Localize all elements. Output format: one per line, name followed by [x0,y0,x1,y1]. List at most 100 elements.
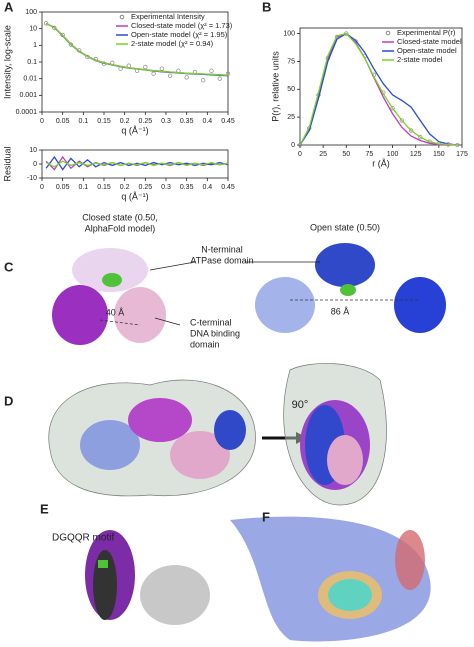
x-tick-label: 0.05 [56,184,70,191]
y-tick-label: 75 [287,58,295,65]
data-point [68,42,74,47]
legend-label: Experimental Intensity [131,12,205,21]
x-tick-label: 0.1 [78,184,88,191]
data-point [418,135,423,140]
x-tick-label: 50 [342,151,350,158]
y-tick-label: 10 [29,26,37,33]
data-line [45,160,229,168]
annotation: 90° [292,399,309,411]
x-tick-label: 75 [366,151,374,158]
data-point [408,128,414,133]
ribbon-structure [85,516,431,642]
y-axis-label: Intensity, log-scale [2,25,12,99]
data-point [167,73,173,78]
x-tick-label: 175 [456,151,468,158]
y-tick-label: 50 [287,86,295,93]
data-point [399,118,404,123]
panel-letter: F [262,509,270,524]
legend-label: Closed-state model (χ² = 1.73) [131,21,233,30]
plot-frame [299,27,463,146]
x-tick-label: 0.35 [180,184,194,191]
panel-letter: C [4,259,14,274]
annotation: DNA binding [190,328,240,338]
x-tick-label: 0.25 [139,118,153,125]
y-tick-label: 10 [29,147,37,154]
data-line [299,32,458,146]
x-tick-label: 0.45 [221,184,235,191]
annotation: AlphaFold model) [85,223,156,233]
data-point [43,21,49,26]
annotation: ATPase domain [190,255,253,265]
legend-label: Experimental P(r) [397,28,456,37]
x-axis-label: r (Å) [372,158,390,168]
data-point [209,68,214,73]
panel-letter: D [4,393,13,408]
annotation: domain [190,339,220,349]
y-tick-label: 0.0001 [16,109,38,116]
annotation: Closed state (0.50, [82,212,158,222]
data-point [184,75,189,80]
data-point [201,78,206,83]
y-tick-label: 100 [283,30,295,37]
x-tick-label: 0.3 [161,118,171,125]
annotation: Open state (0.50) [310,222,380,232]
data-point [390,106,395,111]
data-line [45,23,229,76]
annotation: 40 Å [106,307,125,317]
x-tick-label: 125 [410,151,422,158]
x-tick-label: 0.05 [56,118,70,125]
closed-structure [52,248,166,345]
data-point [151,71,156,76]
x-tick-label: 0.25 [139,184,153,191]
y-tick-label: 0.001 [19,92,37,99]
x-tick-label: 0.2 [120,184,130,191]
x-axis-label: q (Å⁻¹) [121,125,148,135]
data-point [52,25,57,31]
x-tick-label: 0 [298,151,302,158]
legend-label: Open-state model [397,46,457,55]
y-tick-label: 0.1 [27,59,37,66]
data-line [45,155,229,171]
annotation: C-terminal [190,317,232,327]
x-tick-label: 0.4 [202,118,212,125]
legend-label: Closed-state model [397,37,462,46]
data-line [299,32,458,146]
y-tick-label: -10 [27,175,37,182]
y-tick-label: 25 [287,114,295,121]
x-tick-label: 150 [433,151,445,158]
x-tick-label: 0.15 [97,184,111,191]
data-point [143,64,148,70]
legend-label: 2-state model [397,55,443,64]
data-point [159,66,165,71]
x-tick-label: 100 [387,151,399,158]
panel-letter: B [262,0,271,14]
legend-marker [119,14,125,20]
open-structure [99,243,446,333]
panel-letter: A [4,0,14,14]
y-axis-label: Residual [2,146,12,181]
annotation: N-terminal [201,244,243,254]
y-tick-label: 0 [33,161,37,168]
x-tick-label: 0.15 [97,118,111,125]
x-tick-label: 0.3 [161,184,171,191]
legend-marker [385,30,391,36]
y-tick-label: 1 [33,42,37,49]
y-tick-label: 100 [25,9,37,16]
legend-label: Open-state model (χ² = 1.95) [131,30,228,39]
x-tick-label: 0.35 [180,118,194,125]
data-point [297,142,303,148]
x-axis-label: q (Å⁻¹) [121,191,148,201]
x-tick-label: 0.45 [221,118,235,125]
data-point [217,76,222,81]
annotation: DGQQR motif [52,533,114,544]
x-tick-label: 0.2 [120,118,130,125]
y-tick-label: 0 [291,142,295,149]
y-tick-label: 0.01 [23,76,37,83]
annotation: 86 Å [331,306,350,316]
legend-label: 2-state model (χ² = 0.94) [131,39,214,48]
x-tick-label: 0 [40,184,44,191]
panel-letter: E [40,501,49,516]
envelope-structure [48,363,387,506]
y-axis-label: P(r), relative units [270,51,280,122]
